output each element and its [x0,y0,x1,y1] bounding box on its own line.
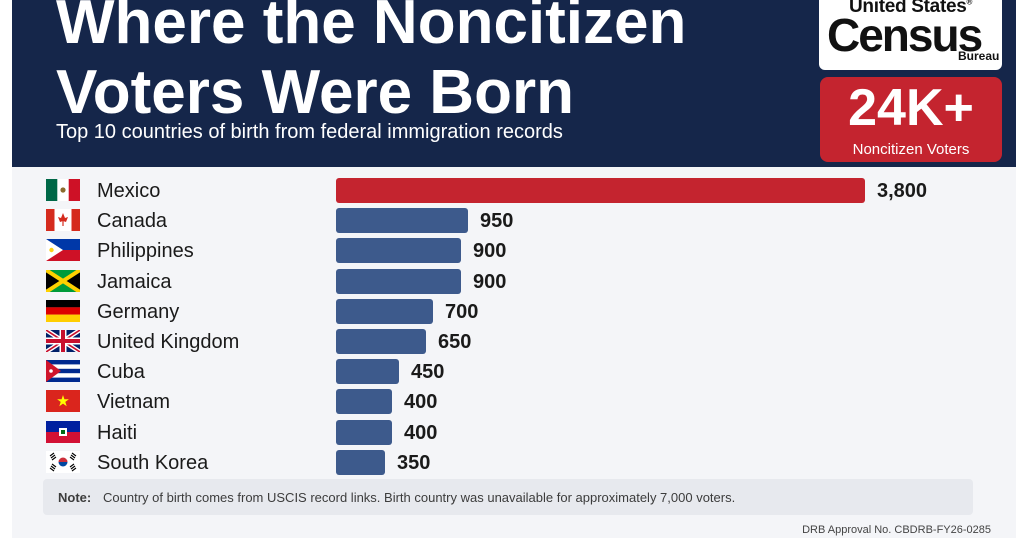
data-label: 700 [445,300,479,323]
bar-row: Germany 700 [12,293,1016,324]
bar-row: United Kingdom 650 [12,323,1016,354]
logo-line-3: Bureau [958,49,1000,63]
footnote-label: Note: [58,490,92,505]
bar-row: Canada 950 [12,202,1016,234]
bar [336,359,399,385]
bar [336,389,392,415]
category-label: Haiti [97,421,138,444]
germany-flag-icon [46,299,80,322]
chart-title: Where the Noncitizen Voters Were Born [56,0,686,128]
title-line-2: Voters Were Born [56,58,574,127]
bar [336,298,433,324]
bar-row: Cuba 450 [12,353,1016,385]
bar [336,238,461,264]
bar [336,178,865,203]
philippines-flag-icon [46,239,80,262]
south-korea-flag-icon [46,450,80,473]
bar-row: Vietnam 400 [12,383,1016,415]
chart-panel: Mexico 3,800 Canada 950 Philippines 900 Jamaic… [12,167,1016,538]
data-label: 350 [397,451,431,474]
data-label: 950 [480,210,514,233]
footnote-box: Note: Country of birth comes from USCIS … [43,479,973,515]
census-bureau-logo: United States® Census Bureau [819,0,1002,70]
footnote-text: Country of birth comes from USCIS record… [103,490,736,505]
category-label: Germany [97,300,180,323]
category-label: Jamaica [97,270,172,293]
bar [336,449,385,475]
total-badge: 24K+ Noncitizen Voters [820,77,1002,162]
data-label: 650 [438,331,472,353]
bar-row: Jamaica 900 [12,263,1016,294]
jamaica-flag-icon [46,269,80,292]
category-label: Canada [97,210,168,233]
category-label: South Korea [97,451,209,474]
bar [336,329,426,354]
category-label: Mexico [97,180,161,202]
data-label: 900 [473,270,507,293]
data-label: 400 [404,421,438,444]
chart-subtitle: Top 10 countries of birth from federal i… [56,121,563,143]
bar-row: Philippines 900 [12,232,1016,264]
bar-row: Mexico 3,800 [12,172,1016,203]
data-label: 450 [411,361,445,384]
approval-number: DRB Approval No. CBDRB-FY26-0285 [802,524,991,536]
logo-line-2: Census [827,9,983,61]
bar-row: Haiti 400 [12,414,1016,445]
title-line-1: Where the Noncitizen [56,0,687,57]
logo-line-1: United States® [849,0,973,17]
uk-flag-icon [46,330,80,352]
canada-flag-icon [46,209,80,232]
bar [336,208,468,234]
data-label: 900 [473,240,507,263]
category-label: United Kingdom [97,331,240,353]
category-label: Philippines [97,240,194,263]
category-label: Cuba [97,361,145,384]
bar [336,419,392,445]
total-badge-label: Noncitizen Voters [852,141,970,158]
data-label: 3,800 [877,180,928,202]
mexico-flag-icon [46,179,80,201]
data-label: 400 [404,391,438,414]
vietnam-flag-icon [46,390,80,413]
total-badge-value: 24K+ [848,79,974,137]
haiti-flag-icon [46,420,80,443]
cuba-flag-icon [46,360,80,383]
category-label: Vietnam [97,391,171,414]
bar [336,268,461,294]
bar-row: South Korea 350 [12,444,1016,475]
